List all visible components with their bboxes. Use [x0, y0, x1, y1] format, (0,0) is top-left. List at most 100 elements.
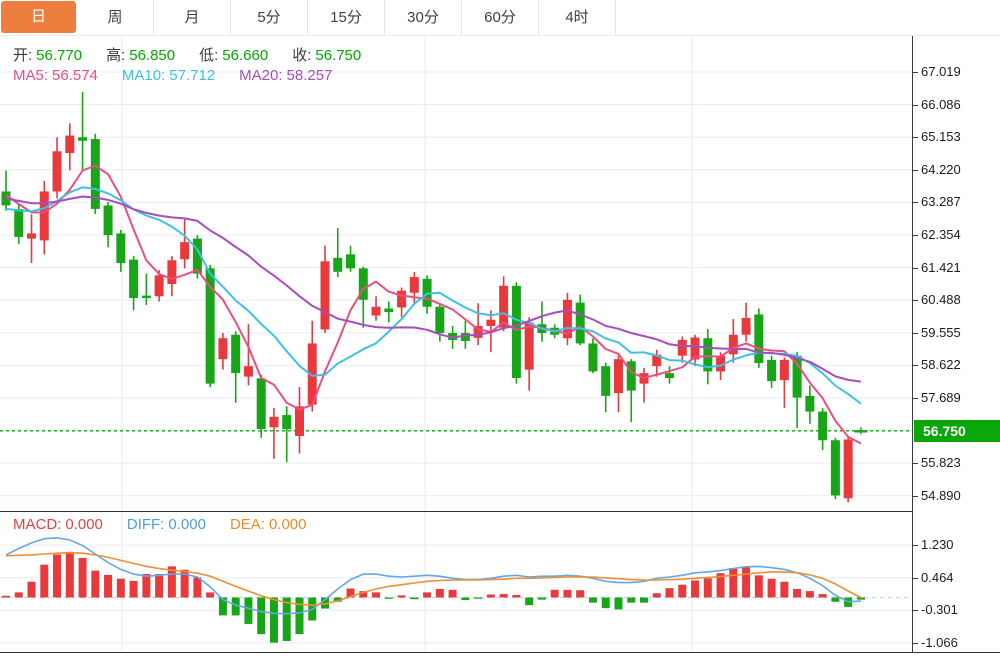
candle — [690, 337, 700, 360]
macd-bar — [742, 566, 751, 598]
macd-bar — [474, 597, 483, 599]
legend-value: 56.770 — [36, 47, 83, 64]
macd-bar — [525, 597, 534, 606]
candle — [677, 339, 687, 356]
macd-bar — [244, 597, 253, 624]
legend-value: 56.850 — [129, 47, 176, 64]
candle — [843, 439, 853, 499]
ma-legend: MA5: 56.574 MA10: 57.712 MA20: 58.257 — [13, 67, 356, 84]
macd-bar — [206, 592, 215, 598]
macd-bar — [640, 597, 648, 603]
candle — [575, 302, 585, 344]
axis-tick — [913, 332, 918, 334]
tab-60分[interactable]: 60分 — [462, 0, 539, 35]
candle — [422, 278, 432, 307]
candle — [27, 233, 37, 239]
candle — [818, 411, 828, 441]
ma10-line — [5, 186, 862, 405]
legend-label: 收: — [292, 47, 312, 64]
axis-tick-label: 66.086 — [921, 96, 961, 112]
macd-bar — [423, 592, 432, 598]
axis-tick — [913, 137, 918, 139]
macd-bar — [346, 588, 355, 598]
tab-5分[interactable]: 5分 — [231, 0, 308, 35]
macd-bar — [218, 597, 227, 616]
candle — [473, 325, 483, 338]
macd-bar — [691, 580, 700, 598]
candle — [218, 338, 228, 360]
candle — [167, 260, 177, 285]
macd-bar — [716, 573, 725, 598]
macd-bar — [563, 589, 572, 598]
legend-label: 开: — [13, 47, 33, 64]
candle — [231, 334, 241, 374]
macd-bar — [537, 597, 546, 600]
candle — [14, 208, 24, 237]
macd-bar — [14, 592, 23, 598]
macd-bar — [780, 581, 789, 598]
candle — [716, 355, 726, 372]
macd-bar — [321, 597, 329, 609]
candle — [333, 257, 343, 272]
axis-tick-label: 67.019 — [921, 64, 961, 79]
candle — [256, 378, 266, 430]
diff-line — [5, 536, 861, 615]
axis-tick-label: 59.555 — [921, 324, 961, 340]
candle — [39, 191, 49, 241]
chart-bottom-border — [0, 652, 1000, 653]
candle — [243, 366, 253, 377]
macd-bar — [384, 597, 393, 599]
macd-panel[interactable] — [0, 512, 912, 652]
tab-周[interactable]: 周 — [77, 0, 154, 35]
macd-bar — [678, 584, 687, 598]
candle — [499, 285, 509, 328]
axis-tick — [913, 267, 918, 269]
macd-bar — [282, 597, 291, 641]
axis-tick-label: 65.153 — [921, 129, 961, 145]
axis-tick-label: -0.301 — [921, 602, 958, 618]
macd-bar — [461, 597, 470, 601]
legend-value: 57.712 — [169, 67, 216, 84]
tab-15分[interactable]: 15分 — [308, 0, 385, 35]
timeframe-tab-bar: 日周月 5分 15分 30分 60分 4时 — [0, 0, 1000, 36]
macd-bar — [372, 592, 381, 598]
candle — [601, 366, 611, 396]
candle — [141, 295, 151, 299]
macd-bar — [818, 594, 827, 598]
candle — [282, 415, 292, 430]
macd-bar — [754, 575, 763, 598]
candle — [269, 416, 279, 428]
tab-4时[interactable]: 4时 — [539, 0, 616, 35]
macd-bar — [359, 591, 368, 598]
candle — [524, 322, 534, 370]
macd-bar — [588, 597, 597, 603]
axis-tick-label: 57.689 — [921, 389, 961, 405]
macd-bar — [269, 597, 278, 643]
legend-label: MA10: — [121, 67, 166, 84]
tab-30分[interactable]: 30分 — [385, 0, 462, 35]
macd-bar — [167, 566, 176, 598]
tab-月[interactable]: 月 — [154, 0, 231, 35]
macd-bar — [729, 568, 738, 598]
tab-日[interactable]: 日 — [1, 1, 76, 33]
legend-label: MA5: — [13, 67, 49, 84]
candle — [90, 139, 100, 209]
legend-label: DIFF: — [126, 516, 165, 533]
macd-bar — [550, 589, 559, 598]
candle — [384, 308, 394, 313]
current-candle-marker — [854, 430, 868, 433]
macd-bar — [104, 574, 113, 598]
current-price-label: 56.750 — [914, 419, 1000, 442]
candle — [294, 406, 304, 437]
main-candlestick-panel[interactable] — [0, 36, 912, 512]
legend-value: 56.574 — [52, 67, 98, 84]
candle — [180, 242, 190, 260]
candle — [805, 395, 815, 412]
candle — [205, 268, 215, 384]
macd-bar — [180, 569, 189, 598]
macd-bar — [333, 597, 342, 602]
dea-line — [5, 551, 862, 606]
candle — [830, 440, 840, 496]
candle — [767, 359, 777, 382]
